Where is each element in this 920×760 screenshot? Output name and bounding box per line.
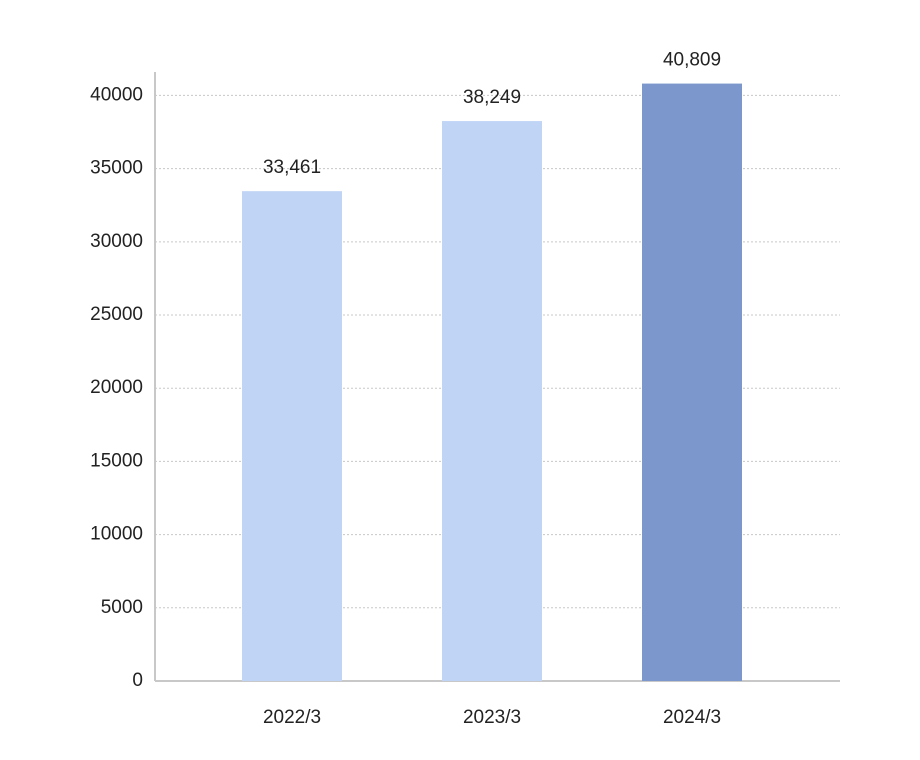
value-label: 40,809 [663,50,721,71]
y-tick-label: 25000 [90,304,143,325]
y-tick-label: 0 [132,670,143,691]
y-tick-label: 15000 [90,450,143,471]
x-tick-label: 2022/3 [263,707,321,728]
value-label: 38,249 [463,87,521,108]
y-tick-label: 20000 [90,377,143,398]
bar [242,191,342,681]
x-tick-label: 2023/3 [463,707,521,728]
y-tick-label: 10000 [90,524,143,545]
bar [442,121,542,682]
x-tick-label: 2024/3 [663,707,721,728]
y-tick-label: 5000 [101,597,143,618]
y-tick-label: 30000 [90,231,143,252]
bar [642,83,742,682]
y-tick-label: 35000 [90,158,143,179]
y-tick-label: 40000 [90,84,143,105]
value-label: 33,461 [263,157,321,178]
